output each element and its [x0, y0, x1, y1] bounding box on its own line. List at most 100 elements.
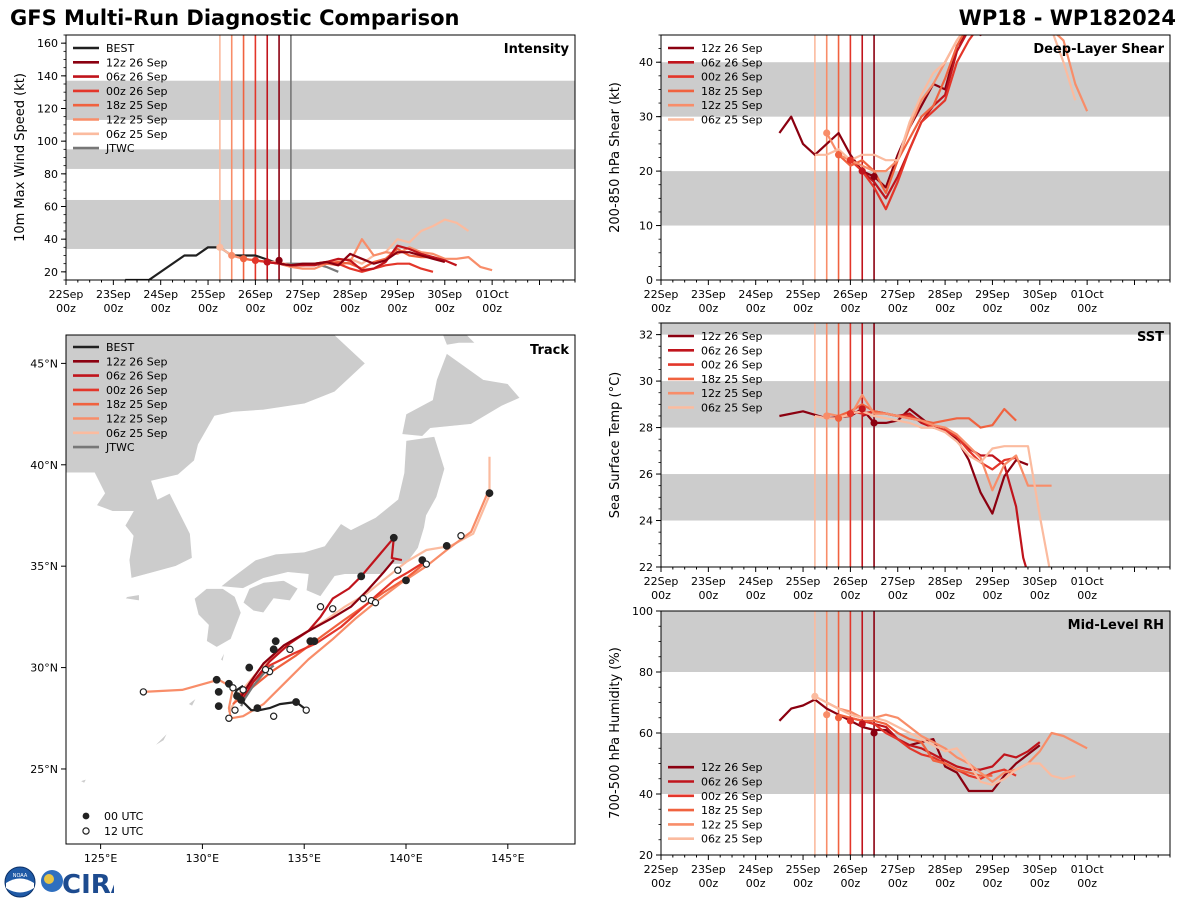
- rh-x-tick-label-4: 26Sep: [833, 863, 868, 876]
- shear-legend-label-06z-26-sep: 06z 26 Sep: [701, 56, 763, 69]
- track-point-12utc: [269, 712, 278, 720]
- track-legend-label-06z-26-sep: 06z 26 Sep: [106, 370, 168, 383]
- shear-x-tick-sub-7: 00z: [983, 302, 1003, 315]
- sst-marker-12z-26-sep: [870, 419, 878, 427]
- rh-chart: 22Sep00z23Sep00z24Sep00z25Sep00z26Sep00z…: [608, 605, 1171, 890]
- track-point-12utc: [139, 688, 148, 696]
- track-y-tick-label-35: 35°N: [30, 560, 58, 573]
- sst-legend-label-12z-26-sep: 12z 26 Sep: [701, 330, 763, 343]
- track-point-00utc: [292, 698, 300, 706]
- intensity-band-2: [66, 80, 575, 120]
- track-point-00utc: [212, 675, 221, 684]
- rh-x-tick-label-9: 01Oct: [1071, 863, 1105, 876]
- sst-init-lines: [814, 323, 875, 567]
- intensity-legend-label-18z-25-sep: 18z 25 Sep: [106, 99, 168, 112]
- sst-bands: [661, 323, 1170, 521]
- intensity-x-tick-label-2: 24Sep: [143, 288, 178, 301]
- shear-x-tick-label-9: 01Oct: [1071, 288, 1105, 301]
- sst-x-tick-sub-8: 00z: [1030, 589, 1050, 602]
- sst-y-ticks: 22 24 26 28 30 32: [639, 322, 661, 574]
- land-tanegashima: [220, 651, 226, 663]
- shear-line-18z-25-sep: [837, 35, 965, 194]
- shear-line-12z-26-sep: [778, 35, 967, 189]
- shear-marker-18z-25-sep: [834, 151, 843, 159]
- intensity-panel-title: Intensity: [504, 42, 570, 57]
- track-legend-label-18z-25-sep: 18z 25 Sep: [106, 398, 168, 411]
- track-point-00utc: [214, 688, 223, 696]
- track-point-00utc: [442, 542, 451, 550]
- shear-y-tick-label-10: 10: [639, 220, 653, 233]
- track-point-00utc: [389, 533, 398, 542]
- page-title: GFS Multi-Run Diagnostic Comparison: [10, 6, 460, 30]
- shear-marker-06z-26-sep: [858, 167, 866, 175]
- rh-band-1: [661, 611, 1170, 672]
- intensity-marker-18z-25-sep: [239, 255, 248, 263]
- shear-marker-12z-26-sep: [870, 172, 878, 181]
- shear-x-tick-label-0: 22Sep: [644, 288, 679, 301]
- shear-legend-label-00z-26-sep: 00z 26 Sep: [701, 71, 763, 84]
- track-marker-legend-00utc-symbol: [82, 812, 90, 820]
- intensity-x-tick-sub-5: 00z: [293, 302, 313, 315]
- cira-logo: CIRA: [41, 870, 114, 898]
- intensity-y-ticks: 20 40 60 80 100 120 140 160: [37, 34, 66, 281]
- rh-legend-label-12z-26-sep: 12z 26 Sep: [701, 761, 763, 774]
- track-legend-label-12z-26-sep: 12z 26 Sep: [106, 355, 168, 368]
- track-point-00utc: [237, 696, 245, 704]
- sst-x-tick-label-1: 23Sep: [691, 575, 726, 588]
- rh-y-tick-label-100: 100: [632, 605, 653, 618]
- track-x-tick-label-135: 135°E: [287, 852, 320, 865]
- intensity-x-tick-label-5: 27Sep: [285, 288, 320, 301]
- intensity-y-tick-label-160: 160: [37, 37, 58, 50]
- track-point-12utc: [231, 706, 239, 714]
- track-frame: [65, 334, 576, 845]
- track-legend-label-jtwc: JTWC: [105, 441, 135, 454]
- intensity-x-tick-label-3: 25Sep: [191, 288, 226, 301]
- intensity-x-tick-label-6: 28Sep: [333, 288, 368, 301]
- intensity-x-tick-sub-2: 00z: [151, 302, 171, 315]
- intensity-x-tick-sub-1: 00z: [103, 302, 123, 315]
- shear-legend-label-06z-25-sep: 06z 25 Sep: [701, 114, 763, 127]
- sst-y-tick-label-22: 22: [639, 561, 653, 574]
- shear-x-tick-sub-5: 00z: [888, 302, 908, 315]
- intensity-marker-06z-25-sep: [216, 243, 224, 251]
- rh-y-ticks: 20 40 60 80 100: [632, 605, 661, 862]
- cira-logo-text: CIRA: [62, 870, 114, 898]
- sst-legend-label-00z-26-sep: 00z 26 Sep: [701, 359, 763, 372]
- rh-y-tick-label-60: 60: [639, 727, 653, 740]
- rh-x-tick-label-8: 30Sep: [1022, 863, 1057, 876]
- track-line-18z-25-sep: [232, 561, 428, 705]
- sst-x-tick-sub-3: 00z: [793, 589, 813, 602]
- sst-band-0: [661, 474, 1170, 521]
- track-marker-legend: 00 UTC 12 UTC: [82, 810, 144, 838]
- rh-x-tick-sub-7: 00z: [983, 877, 1003, 890]
- track-line-12z-25-sep: [143, 492, 489, 720]
- rh-x-tick-sub-0: 00z: [651, 877, 671, 890]
- shear-y-tick-label-40: 40: [639, 56, 653, 69]
- track-point-00utc: [245, 663, 254, 672]
- intensity-x-tick-label-4: 26Sep: [238, 288, 273, 301]
- agency-logos: NOAA CIRA: [4, 866, 114, 898]
- sst-legend-label-18z-25-sep: 18z 25 Sep: [701, 373, 763, 386]
- track-x-ticks: 125°E 130°E 135°E 140°E 145°E: [84, 844, 525, 865]
- land-kyushu: [193, 588, 242, 648]
- intensity-marker-06z-26-sep: [263, 258, 271, 266]
- sst-line-12z-25-sep: [826, 393, 1052, 492]
- shear-y-tick-label-30: 30: [639, 111, 653, 124]
- track-y-tick-label-30: 30°N: [30, 662, 58, 675]
- intensity-x-tick-label-0: 22Sep: [49, 288, 84, 301]
- shear-marker-00z-26-sep: [846, 156, 854, 164]
- track-x-tick-label-130: 130°E: [186, 852, 219, 865]
- rh-x-tick-label-6: 28Sep: [928, 863, 963, 876]
- shear-bands: [661, 62, 1170, 226]
- rh-y-tick-label-20: 20: [639, 849, 653, 862]
- track-panel-title: Track: [530, 343, 569, 358]
- sst-x-tick-label-8: 30Sep: [1022, 575, 1057, 588]
- intensity-x-tick-label-1: 23Sep: [96, 288, 131, 301]
- intensity-marker-12z-25-sep: [228, 251, 236, 260]
- rh-marker-00z-26-sep: [846, 717, 854, 725]
- shear-y-axis-label: 200-850 hPa Shear (kt): [608, 82, 623, 233]
- intensity-y-tick-label-120: 120: [37, 103, 58, 116]
- track-legend-label-best: BEST: [106, 341, 134, 354]
- shear-line-00z-26-sep: [849, 35, 975, 211]
- shear-x-tick-sub-0: 00z: [651, 302, 671, 315]
